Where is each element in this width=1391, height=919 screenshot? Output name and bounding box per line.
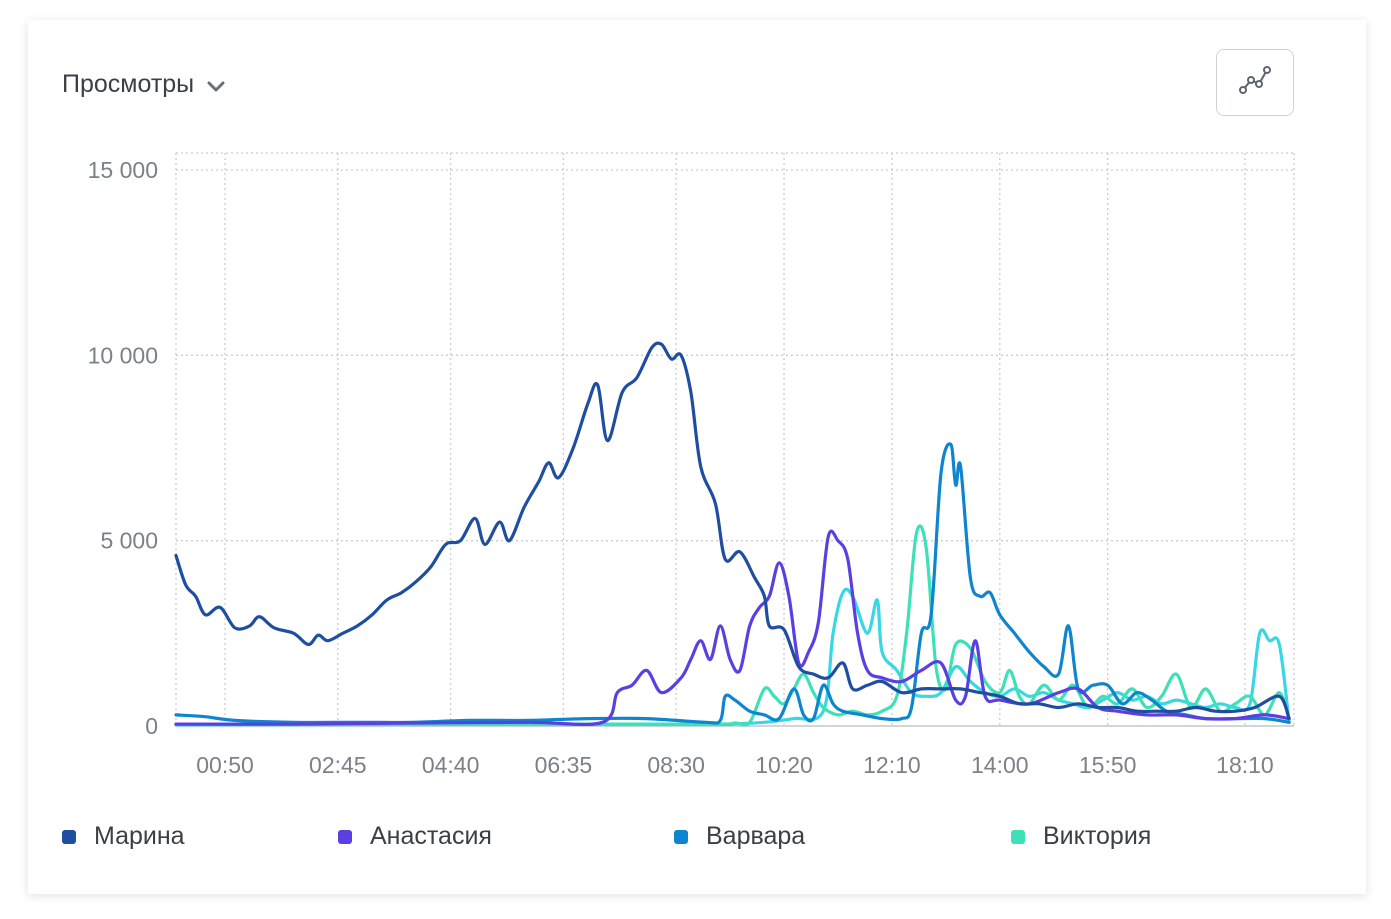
chevron-down-icon: [206, 71, 226, 100]
legend-label: Марина: [94, 822, 185, 850]
legend-swatch: [674, 829, 688, 844]
chart-type-button[interactable]: [1216, 49, 1294, 116]
series-line: [174, 341, 1291, 721]
legend-item[interactable]: Анастасия: [338, 822, 492, 851]
legend-item[interactable]: Марина: [62, 822, 185, 851]
x-tick-label: 08:30: [647, 752, 705, 778]
chart-legend: Марина Анастасия Варвара Виктория: [0, 822, 1391, 862]
legend-swatch: [62, 829, 76, 844]
legend-label: Варвара: [706, 822, 806, 850]
x-tick-label: 10:20: [755, 752, 813, 778]
x-tick-label: 18:10: [1216, 752, 1274, 778]
metric-selector[interactable]: Просмотры: [62, 64, 226, 104]
legend-item[interactable]: Виктория: [1011, 822, 1151, 851]
series-line: [174, 442, 1291, 725]
y-tick-label: 10 000: [88, 342, 158, 368]
series-line: [174, 529, 1291, 727]
series-line: [174, 524, 1291, 727]
legend-label: Анастасия: [370, 822, 492, 850]
legend-swatch: [1011, 829, 1025, 844]
legend-label: Виктория: [1043, 822, 1152, 850]
chart-card: [28, 20, 1366, 894]
line-chart-icon: [1238, 63, 1272, 102]
y-tick-label: 5 000: [100, 528, 158, 554]
y-tick-label: 15 000: [88, 157, 158, 183]
line-chart: 0 5 000 10 000 15 000 00:50 02:45 04:40 06:35 08…: [88, 152, 1295, 778]
x-tick-label: 15:50: [1079, 752, 1137, 778]
x-tick-label: 00:50: [196, 752, 254, 778]
legend-item[interactable]: Варвара: [674, 822, 805, 851]
x-tick-label: 12:10: [863, 752, 921, 778]
x-tick-label: 06:35: [535, 752, 593, 778]
x-tick-label: 02:45: [309, 752, 367, 778]
metric-label: Просмотры: [62, 69, 195, 98]
x-tick-label: 04:40: [422, 752, 480, 778]
y-tick-label: 0: [145, 713, 158, 739]
x-tick-label: 14:00: [971, 752, 1029, 778]
legend-swatch: [338, 829, 352, 844]
